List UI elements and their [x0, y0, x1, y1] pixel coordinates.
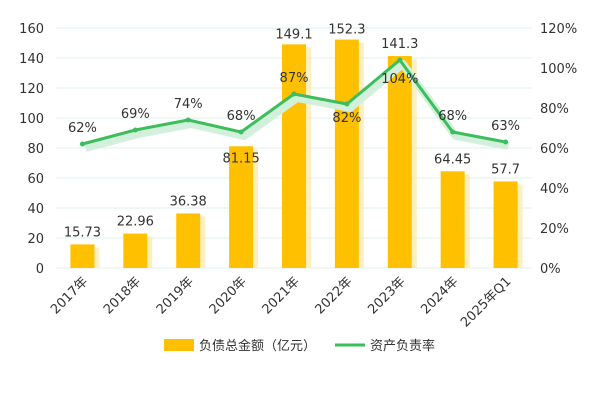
bar	[440, 171, 465, 268]
x-tick-label: 2024年	[418, 274, 461, 317]
x-tick-label: 2019年	[154, 274, 197, 317]
y-left-tick-label: 60	[27, 172, 44, 187]
bar-data-label: 36.38	[170, 194, 207, 209]
y-left-tick-label: 0	[36, 262, 44, 277]
y-left-tick-label: 80	[27, 142, 44, 157]
y-right-tick-label: 100%	[540, 62, 577, 77]
y-left-tick-label: 20	[27, 232, 44, 247]
y-right-tick-label: 0%	[540, 262, 561, 277]
left-axis-ticks: 0 20 40 60 80 100 120 140 160	[19, 22, 44, 277]
line-series: 62% 69% 74% 68% 87% 82% 104% 68% 63%	[68, 57, 520, 152]
line-point	[185, 117, 191, 123]
y-left-tick-label: 100	[19, 112, 44, 127]
bar	[176, 213, 201, 268]
bar-data-label: 15.73	[64, 225, 101, 240]
y-left-tick-label: 160	[19, 22, 44, 37]
line-point	[450, 129, 456, 135]
legend-line-label: 资产负责率	[370, 338, 435, 354]
x-tick-label: 2023年	[365, 274, 408, 317]
x-tick-label: 2017年	[48, 274, 91, 317]
x-tick-label: 2021年	[260, 274, 303, 317]
y-right-tick-label: 120%	[540, 22, 577, 37]
right-axis-ticks: 0% 20% 40% 60% 80% 100% 120%	[540, 22, 577, 277]
line-data-label: 87%	[280, 71, 309, 86]
line-point	[238, 129, 244, 135]
y-left-tick-label: 120	[19, 82, 44, 97]
line-point	[79, 141, 85, 147]
bar	[387, 56, 412, 268]
x-tick-label: 2018年	[101, 274, 144, 317]
x-axis-ticks: 2017年 2018年 2019年 2020年 2021年 2022年 2023年 2024年…	[48, 274, 514, 330]
y-right-tick-label: 20%	[540, 222, 569, 237]
line-data-label: 63%	[491, 119, 520, 134]
line-point	[132, 127, 138, 133]
line-point	[503, 139, 509, 145]
bar-data-label: 64.45	[434, 152, 471, 167]
line-data-label: 69%	[121, 107, 150, 122]
line-data-label: 104%	[381, 72, 418, 87]
bar	[229, 146, 254, 268]
bar-series: 15.73 22.96 36.38 81.15 149.1 152.3 141.3 64.45…	[64, 23, 523, 268]
bar	[493, 181, 518, 268]
bar	[282, 44, 306, 268]
bar	[70, 244, 95, 268]
y-right-tick-label: 80%	[540, 102, 569, 117]
y-right-tick-label: 60%	[540, 142, 569, 157]
bar	[334, 39, 359, 268]
line-data-label: 68%	[227, 109, 256, 124]
bar-data-label: 81.15	[223, 151, 260, 166]
line-data-label: 74%	[174, 97, 203, 112]
bar-data-label: 22.96	[117, 215, 154, 230]
legend-bar-swatch	[164, 339, 194, 351]
legend-bar-label: 负债总金额（亿元）	[199, 338, 316, 354]
line-data-label: 68%	[438, 109, 467, 124]
line-point	[291, 91, 297, 97]
bar-data-label: 149.1	[275, 27, 312, 42]
line-point	[397, 57, 403, 63]
line-point	[344, 101, 350, 107]
x-tick-label: 2022年	[313, 274, 356, 317]
bar-data-label: 57.7	[491, 162, 520, 177]
y-right-tick-label: 40%	[540, 182, 569, 197]
legend: 负债总金额（亿元） 资产负责率	[164, 338, 435, 354]
bar-data-label: 141.3	[381, 37, 418, 52]
x-tick-label: 2025年Q1	[458, 274, 514, 330]
line-data-label: 62%	[68, 121, 97, 136]
y-left-tick-label: 140	[19, 52, 44, 67]
bar	[123, 233, 148, 268]
y-left-tick-label: 40	[27, 202, 44, 217]
line-data-label: 82%	[332, 111, 361, 126]
bar-data-label: 152.3	[328, 23, 365, 38]
x-tick-label: 2020年	[207, 274, 250, 317]
